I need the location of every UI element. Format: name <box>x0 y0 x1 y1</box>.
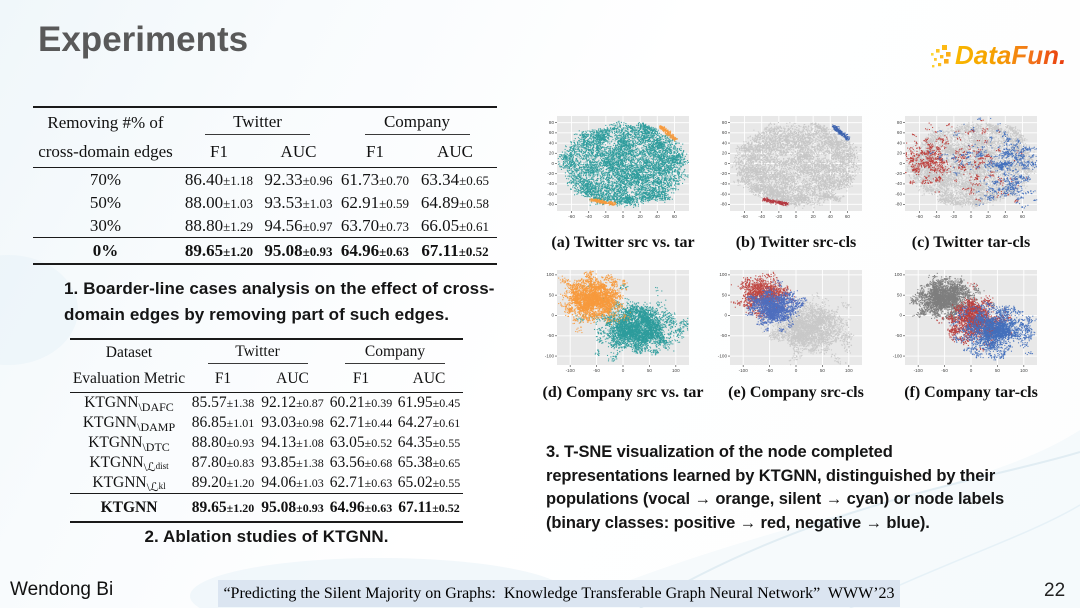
ablation-table-removing-edges: Removing #% of Twitter Company cross-domain… <box>33 106 497 265</box>
slide-title: Experiments <box>38 20 249 59</box>
tsne-plot-company-src-cls <box>713 268 865 380</box>
plot-caption-a: (a) Twitter src vs. tar <box>551 234 695 251</box>
table-row: KTGNN\DAMP 86.85±1.01 93.03±0.98 62.71±0.44… <box>82 414 461 434</box>
page-number: 22 <box>1044 580 1066 601</box>
table-row: 30% 88.80±1.29 94.56±0.97 63.70±0.73 66.05±0… <box>89 215 490 235</box>
tsne-canvas-d <box>540 268 692 380</box>
tsne-canvas-e <box>713 268 865 380</box>
plot-caption-f: (f) Company tar-cls <box>904 384 1038 401</box>
logo-text: DataFun. <box>955 40 1067 70</box>
plot-caption-b: (b) Twitter src-cls <box>735 234 857 251</box>
table-row-best: KTGNN 89.65±1.20 95.08±0.93 64.96±0.63 67.11… <box>70 493 463 522</box>
tsne-canvas-a <box>540 114 692 226</box>
table1-caption: 1. Boarder-line cases analysis on the ef… <box>64 279 495 324</box>
table-row: 70% 86.40±1.18 92.33±0.96 61.73±0.70 63.34±0… <box>33 167 497 191</box>
datafun-logo: DataFun. <box>930 40 1066 71</box>
tsne-plot-company-tar-cls <box>888 268 1040 380</box>
plot-caption-d: (d) Company src vs. tar <box>542 384 704 401</box>
logo-pixels-icon <box>931 44 951 67</box>
ablation-table-ktgnn: Dataset Twitter Company Evaluation Metric F1… <box>70 338 463 523</box>
table2-table: Dataset Twitter Company Evaluation Metric F1… <box>70 338 463 523</box>
table2-caption: 2. Ablation studies of KTGNN. <box>144 527 389 546</box>
table-row: KTGNN\ℒdist 87.80±0.83 93.85±1.38 63.56±0.6… <box>89 454 461 474</box>
table1-table: Removing #% of Twitter Company cross-domain… <box>33 106 497 265</box>
tsne-plot-twitter-src-cls <box>713 114 865 226</box>
tsne-canvas-f <box>888 268 1040 380</box>
table-row: KTGNN\ℒkl 89.20±1.20 94.06±1.03 62.71±0.63 6… <box>92 474 461 494</box>
table-row: 50% 88.00±1.03 93.53±1.03 62.91±0.59 64.89±0… <box>89 192 490 212</box>
tsne-canvas-b <box>713 114 865 226</box>
plot-caption-e: (e) Company src-cls <box>728 384 864 401</box>
footer-citation-text: “Predicting the Silent Majority on Graph… <box>223 584 895 602</box>
tsne-plot-twitter-tar-cls <box>888 114 1040 226</box>
table-row: KTGNN\DTC 88.80±0.93 94.13±1.08 63.05±0.52 6… <box>88 434 461 454</box>
plot-caption-c: (c) Twitter tar-cls <box>911 234 1031 251</box>
table-row: KTGNN\DAFC 85.57±1.38 92.12±0.87 60.21±0.39… <box>70 392 463 413</box>
tsne-note: 3. T-SNE visualization of the node compl… <box>546 443 1005 532</box>
tsne-plot-company-src-vs-tar <box>540 268 692 380</box>
table-row-best: 0% 89.65±1.20 95.08±0.93 64.96±0.63 67.11±0.… <box>33 237 497 264</box>
footer-citation: “Predicting the Silent Majority on Graph… <box>218 580 900 607</box>
presenter-name: Wendong Bi <box>10 579 114 600</box>
tsne-plot-twitter-src-vs-tar <box>540 114 692 226</box>
tsne-canvas-c <box>888 114 1040 226</box>
